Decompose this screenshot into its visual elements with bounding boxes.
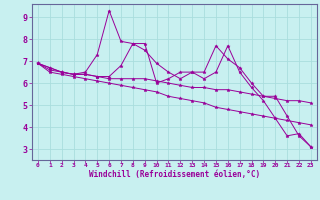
X-axis label: Windchill (Refroidissement éolien,°C): Windchill (Refroidissement éolien,°C) — [89, 170, 260, 179]
